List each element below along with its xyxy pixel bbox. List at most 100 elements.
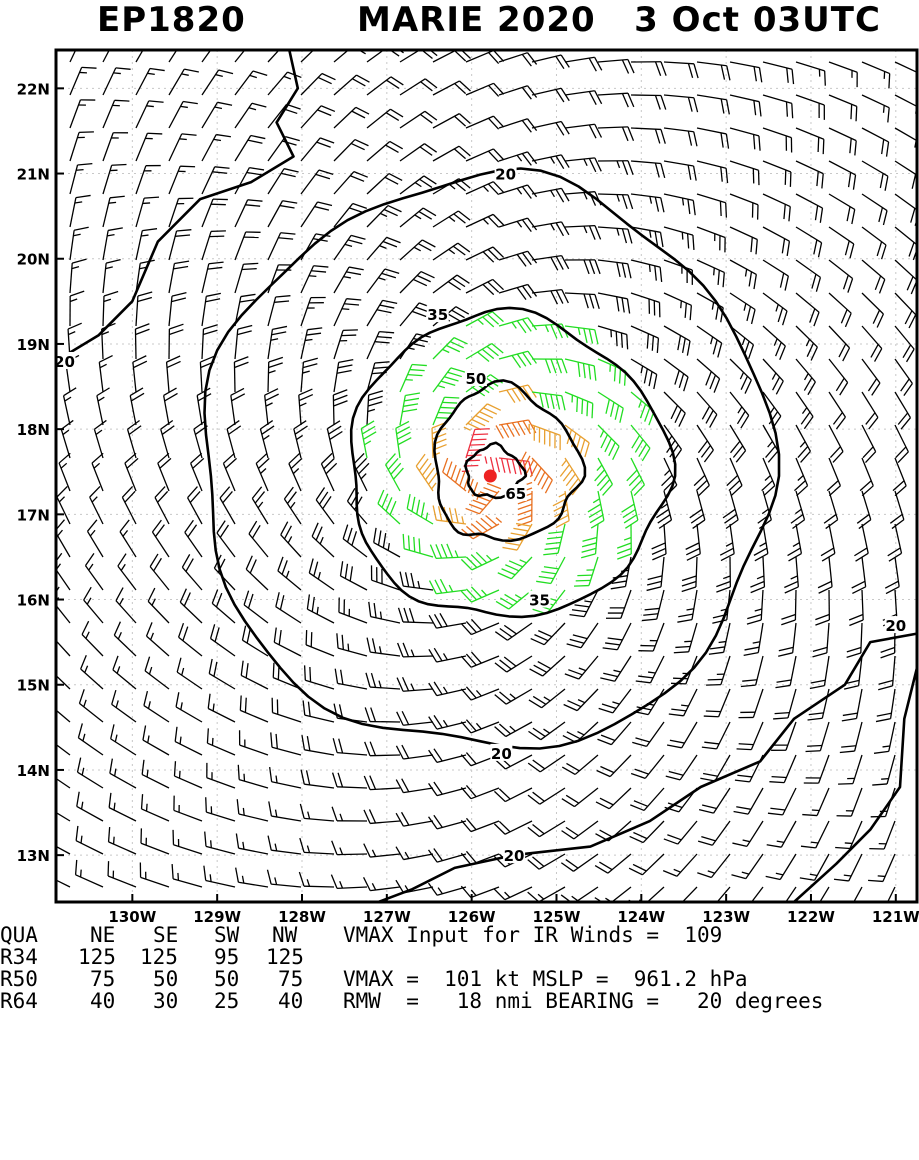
barb-shaft (70, 263, 72, 293)
wind-barb (300, 838, 334, 854)
wind-barb (730, 62, 762, 82)
barb-feather (881, 647, 895, 652)
wind-barb (161, 420, 175, 458)
barb-half-feather (483, 219, 488, 224)
wind-barb (895, 293, 916, 328)
barb-feather (379, 531, 381, 546)
barb-shaft (202, 135, 216, 161)
barb-half-feather (85, 666, 88, 673)
wind-barb (716, 557, 730, 592)
barb-shaft (202, 70, 219, 95)
barb-feather (685, 303, 686, 318)
barb-feather (595, 330, 598, 345)
barb-half-feather (300, 403, 307, 406)
barb-half-feather (242, 876, 243, 883)
barb-feather (596, 802, 609, 809)
barb-feather (879, 280, 884, 294)
barb-feather (756, 239, 757, 254)
r50-nw: 75 (278, 969, 303, 990)
barb-feather (347, 488, 354, 501)
barb-feather (447, 462, 452, 476)
barb-feather (90, 486, 100, 497)
barb-shaft (697, 359, 720, 379)
barb-feather (312, 523, 318, 537)
wind-barb (536, 557, 565, 583)
barb-feather (369, 391, 383, 395)
barb-feather (175, 727, 177, 742)
barb-feather (299, 395, 313, 401)
barb-feather (706, 685, 721, 686)
wind-barb (791, 491, 805, 529)
wind-barb (367, 77, 403, 95)
barb-shaft (244, 605, 268, 623)
barb-shaft (103, 198, 110, 227)
barb-shaft (851, 788, 862, 816)
wind-barb (397, 711, 433, 725)
barb-feather (573, 635, 587, 639)
barb-shaft (499, 86, 528, 95)
barb-shaft (367, 109, 390, 128)
wind-barb (433, 275, 469, 293)
barb-shaft (304, 750, 334, 755)
barb-shaft (88, 531, 103, 557)
barb-half-feather (496, 518, 502, 523)
wind-barb (838, 755, 862, 784)
barb-feather (809, 713, 824, 715)
barb-feather (701, 837, 715, 841)
barb-half-feather (414, 247, 421, 251)
wind-barb (737, 722, 763, 750)
wind-barb (76, 860, 103, 887)
barb-shaft (268, 297, 276, 326)
barb-shaft (642, 854, 664, 875)
barb-feather (635, 769, 649, 774)
wind-barb (461, 785, 499, 798)
barb-feather (873, 310, 879, 323)
barb-feather (578, 362, 580, 377)
barb-half-feather (86, 632, 89, 639)
barb-feather (232, 394, 245, 401)
wind-barb (597, 755, 631, 777)
y-tick-label: 20N (17, 251, 50, 269)
barb-feather (386, 497, 392, 511)
barb-shaft (895, 95, 919, 109)
wind-barb (466, 279, 504, 294)
barb-feather (531, 639, 545, 645)
barb-half-feather (182, 41, 189, 43)
barb-half-feather (438, 386, 445, 388)
barb-feather (714, 379, 719, 393)
barb-feather (303, 700, 305, 715)
barb-feather (237, 799, 239, 814)
barb-shaft (891, 689, 895, 719)
barb-feather (648, 576, 662, 580)
barb-half-feather (296, 435, 302, 439)
barb-feather (472, 439, 487, 440)
wind-barb (796, 326, 817, 361)
barb-shaft (506, 689, 532, 704)
wind-barb (895, 425, 908, 463)
barb-shaft (507, 623, 532, 640)
barb-feather (782, 239, 784, 254)
barb-feather (280, 206, 295, 208)
wind-barb (529, 689, 565, 708)
barb-feather (243, 263, 258, 264)
barb-shaft (337, 854, 367, 855)
barb-half-feather (243, 842, 244, 849)
barb-feather (841, 746, 856, 747)
wind-barb (631, 194, 664, 212)
barb-shaft (304, 852, 334, 854)
barb-feather (678, 335, 681, 350)
barb-feather (636, 681, 651, 683)
wind-barb (367, 174, 402, 194)
barb-half-feather (49, 801, 51, 808)
barb-feather (643, 614, 658, 615)
barb-feather (875, 276, 880, 290)
barb-shaft (403, 656, 433, 657)
barb-feather (628, 229, 632, 243)
wind-barb (301, 234, 330, 260)
barb-shaft (433, 81, 460, 95)
barb-feather (322, 74, 336, 80)
barb-feather (85, 553, 93, 565)
barb-shaft (367, 237, 387, 260)
barb-feather (773, 718, 788, 719)
barb-feather (321, 106, 335, 112)
